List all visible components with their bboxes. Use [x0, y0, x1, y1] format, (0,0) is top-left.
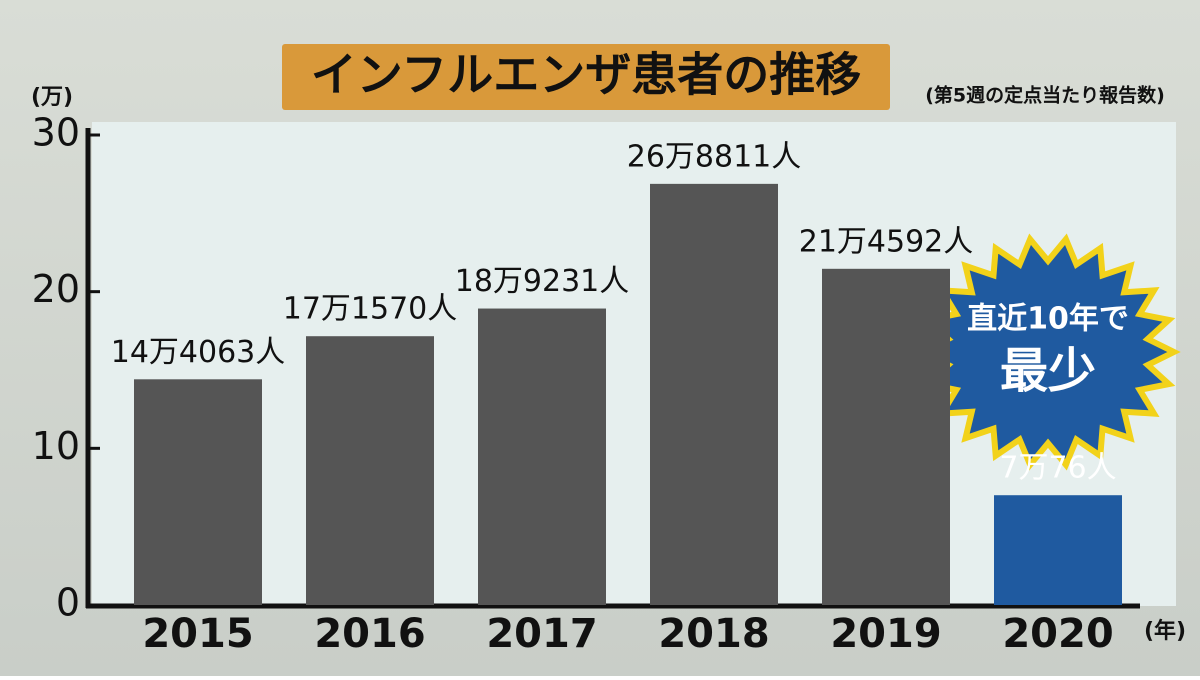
x-tick-label: 2015	[142, 611, 253, 657]
value-label: 21万4592人	[799, 224, 974, 259]
y-axis-label: (万)	[31, 85, 73, 110]
y-tick-label: 0	[56, 581, 80, 625]
bar	[650, 183, 778, 605]
bar	[822, 268, 950, 605]
annotation: 最少	[1000, 343, 1096, 399]
bar	[306, 336, 434, 605]
x-tick-label: 2019	[830, 611, 941, 657]
y-tick-label: 30	[32, 111, 80, 155]
value-label: 14万4063人	[111, 335, 286, 370]
bar	[478, 308, 606, 605]
x-tick-label: 2018	[658, 611, 769, 657]
x-tick-label: 2020	[1002, 611, 1113, 657]
title-box	[282, 44, 890, 110]
y-tick-label: 10	[32, 424, 80, 468]
chart-title: インフルエンザ患者の推移	[311, 48, 862, 102]
y-tick-label: 20	[32, 267, 80, 311]
value-label: 7万76人	[999, 451, 1116, 486]
x-tick-label: 2017	[486, 611, 597, 657]
value-label: 26万8811人	[627, 139, 802, 174]
subtitle: (第5週の定点当たり報告数)	[925, 84, 1165, 107]
value-label: 17万1570人	[283, 292, 458, 327]
value-label: 18万9231人	[455, 264, 630, 299]
bar	[134, 379, 262, 605]
x-tick-label: 2016	[314, 611, 425, 657]
bar	[994, 495, 1122, 605]
annotation: 直近10年で	[967, 302, 1129, 337]
x-axis-label: (年)	[1144, 618, 1186, 644]
